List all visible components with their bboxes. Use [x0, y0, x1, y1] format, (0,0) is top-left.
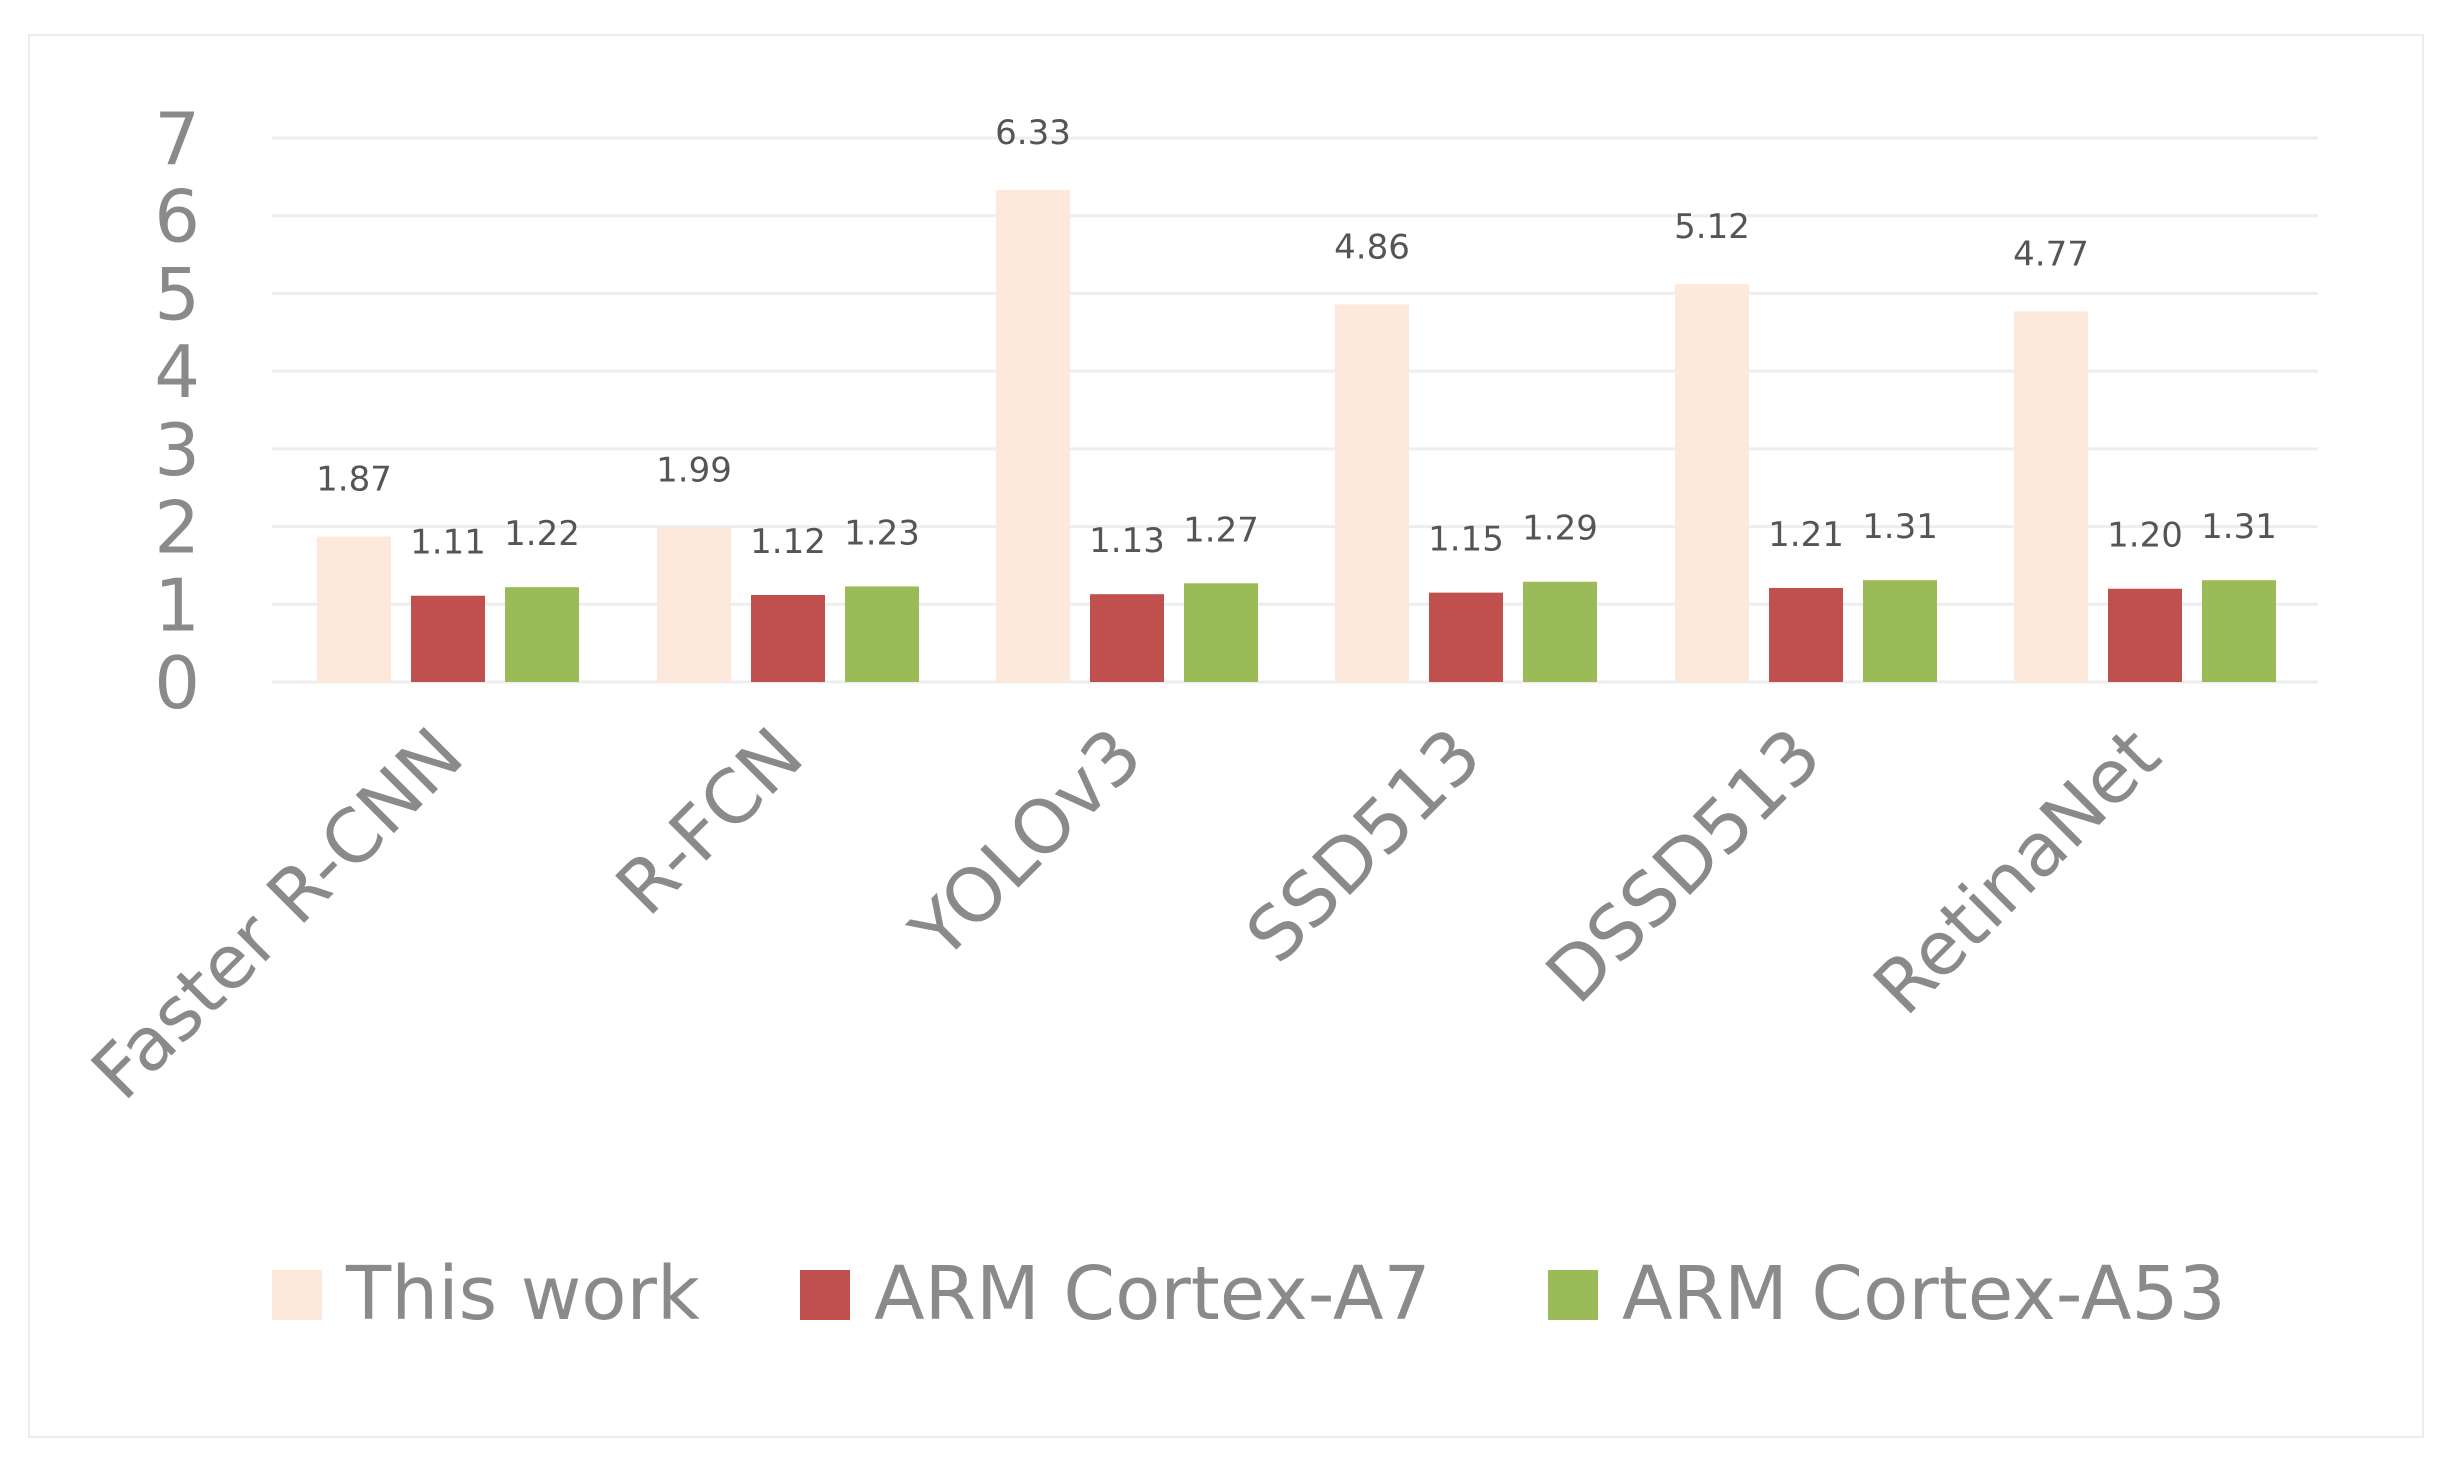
data-label: 1.21: [1768, 515, 1844, 555]
legend-swatch: [1548, 1270, 1598, 1320]
data-label: 6.33: [995, 113, 1071, 153]
x-tick-label: DSSD513: [1530, 712, 1838, 1020]
bar-retinanet-series-2: [2202, 580, 2276, 682]
x-tick-label: R-FCN: [600, 712, 820, 932]
bar-retinanet-series-1: [2108, 588, 2182, 682]
chart-frame: [28, 34, 2424, 1438]
bar-dssd513-series-1: [1769, 587, 1843, 682]
bar-yolov3-series-1: [1090, 594, 1164, 682]
data-label: 5.12: [1674, 207, 1750, 247]
bar-dssd513-series-2: [1863, 580, 1937, 682]
bar-faster-r-cnn-series-1: [411, 595, 485, 682]
legend-swatch: [272, 1270, 322, 1320]
data-label: 1.22: [504, 514, 580, 554]
x-tick-label: YOLOv3: [894, 712, 1159, 977]
x-tick-label: Faster R-CNN: [75, 712, 479, 1116]
y-tick-label: 7: [154, 97, 200, 181]
data-label: 4.77: [2013, 234, 2089, 274]
data-label: 1.31: [2201, 507, 2277, 547]
bar-yolov3-series-0: [996, 190, 1070, 682]
y-tick-label: 4: [154, 330, 200, 414]
bar-ssd513-series-0: [1335, 304, 1409, 682]
bar-faster-r-cnn-series-0: [317, 536, 391, 682]
y-tick-label: 0: [154, 641, 200, 725]
bar-r-fcn-series-0: [657, 527, 731, 682]
legend-swatch: [800, 1270, 850, 1320]
data-label: 1.15: [1428, 520, 1504, 560]
gridlines: [272, 136, 2318, 684]
bar-faster-r-cnn-series-2: [505, 587, 579, 682]
data-label: 1.12: [750, 522, 826, 562]
x-tick-label: SSD513: [1230, 712, 1497, 979]
data-label: 1.20: [2107, 516, 2183, 556]
data-label: 1.29: [1522, 509, 1598, 549]
y-tick-label: 6: [154, 175, 200, 259]
data-labels: 1.87 1.99 6.33 4.86 5.12 4.77 1.11 1.12 1.13 1.15…: [316, 113, 2277, 563]
bar-ssd513-series-2: [1523, 581, 1597, 682]
data-label: 1.13: [1089, 521, 1165, 561]
data-label: 1.31: [1862, 507, 1938, 547]
y-tick-label: 3: [154, 408, 200, 492]
bar-yolov3-series-2: [1184, 583, 1258, 682]
bars: [317, 190, 2276, 682]
bar-r-fcn-series-2: [845, 586, 919, 682]
bar-dssd513-series-0: [1675, 284, 1749, 682]
data-label: 1.23: [844, 513, 920, 553]
data-label: 1.27: [1183, 510, 1259, 550]
bar-retinanet-series-0: [2014, 311, 2088, 682]
data-label: 4.86: [1334, 227, 1410, 267]
x-tick-label: RetinaNet: [1858, 712, 2177, 1031]
y-tick-label: 5: [154, 252, 200, 336]
x-axis-ticks: Faster R-CNN R-FCN YOLOv3 SSD513 DSSD513 Reti…: [75, 712, 2176, 1116]
legend-label: ARM Cortex-A7: [874, 1251, 1431, 1337]
legend-label: ARM Cortex-A53: [1622, 1251, 2226, 1337]
data-label: 1.99: [656, 450, 732, 490]
bar-ssd513-series-1: [1429, 592, 1503, 682]
y-tick-label: 1: [154, 563, 200, 647]
legend: This work ARM Cortex-A7 ARM Cortex-A53: [272, 1251, 2226, 1337]
data-label: 1.87: [316, 460, 392, 500]
bar-r-fcn-series-1: [751, 594, 825, 682]
data-label: 1.11: [410, 523, 486, 563]
y-tick-label: 2: [154, 486, 200, 570]
legend-label: This work: [345, 1251, 700, 1337]
